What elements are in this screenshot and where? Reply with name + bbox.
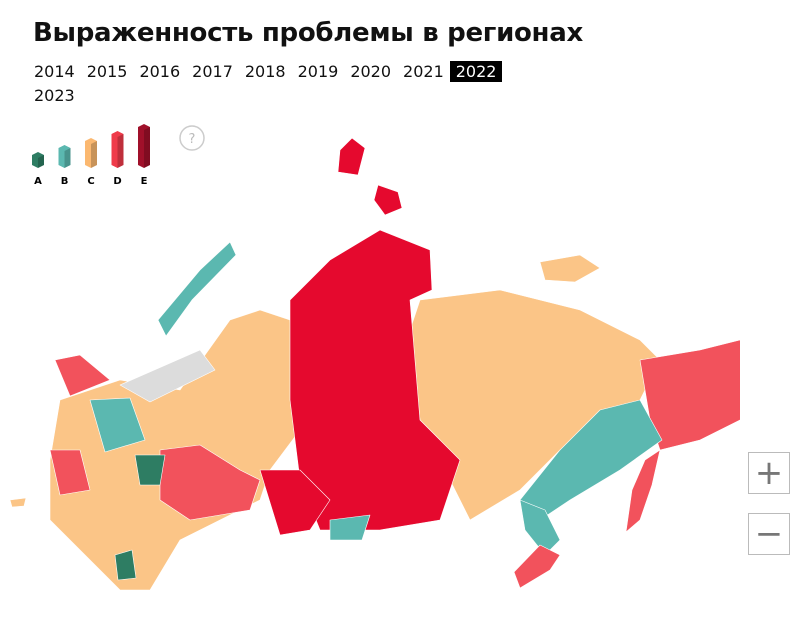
legend-swatch — [32, 152, 44, 168]
region[interactable] — [625, 449, 661, 533]
year-option[interactable]: 2021 — [403, 62, 444, 81]
year-option[interactable]: 2020 — [350, 62, 392, 81]
zoom-in-button[interactable]: + — [748, 452, 790, 494]
region[interactable] — [329, 514, 371, 541]
legend-swatch-shade — [144, 127, 150, 168]
help-icon[interactable]: ? — [189, 132, 196, 147]
legend-swatch-shade — [91, 141, 97, 168]
legend-label: A — [34, 176, 42, 187]
legend-swatch — [85, 138, 97, 168]
region[interactable] — [519, 499, 561, 556]
year-selector: 2014 2015 2016 2017 2018 2019 2020 2021 2022 2023 — [28, 61, 528, 109]
legend-swatch — [58, 145, 71, 168]
legend-label: B — [61, 176, 69, 187]
year-option[interactable]: 2017 — [192, 62, 233, 81]
legend-label: C — [87, 176, 94, 187]
region[interactable] — [373, 184, 403, 216]
year-option[interactable]: 2019 — [297, 62, 339, 81]
legend: A B C D E — [32, 124, 150, 187]
region[interactable] — [513, 544, 561, 589]
year-option[interactable]: 2014 — [34, 62, 75, 81]
year-option[interactable]: 2023 — [34, 86, 75, 105]
region[interactable] — [54, 354, 111, 397]
legend-label: E — [141, 176, 148, 187]
region[interactable] — [119, 349, 216, 403]
legend-swatch-shade — [64, 148, 71, 168]
legend-swatch-shade — [38, 155, 44, 168]
region[interactable] — [114, 549, 137, 581]
legend-label: D — [113, 176, 121, 187]
region[interactable] — [539, 254, 601, 283]
legend-swatch — [111, 131, 124, 168]
title: Выраженность проблемы в регионах — [33, 18, 583, 48]
year-option[interactable]: 2022 — [449, 61, 503, 82]
region[interactable] — [337, 137, 366, 176]
region[interactable] — [259, 469, 331, 536]
help-button[interactable] — [179, 125, 205, 151]
map: A B C D E ? — [9, 124, 740, 591]
region[interactable] — [134, 454, 166, 486]
zoom-out-button[interactable]: − — [748, 513, 790, 555]
region[interactable] — [9, 497, 27, 508]
legend-swatch-shade — [117, 134, 124, 168]
year-option[interactable]: 2018 — [244, 62, 286, 81]
regions — [9, 137, 740, 591]
region[interactable] — [157, 241, 237, 337]
year-option[interactable]: 2015 — [86, 62, 128, 81]
year-option[interactable]: 2016 — [139, 62, 181, 81]
legend-swatch — [138, 124, 150, 168]
region[interactable] — [159, 444, 261, 521]
region[interactable] — [49, 449, 91, 496]
region[interactable] — [89, 397, 146, 453]
